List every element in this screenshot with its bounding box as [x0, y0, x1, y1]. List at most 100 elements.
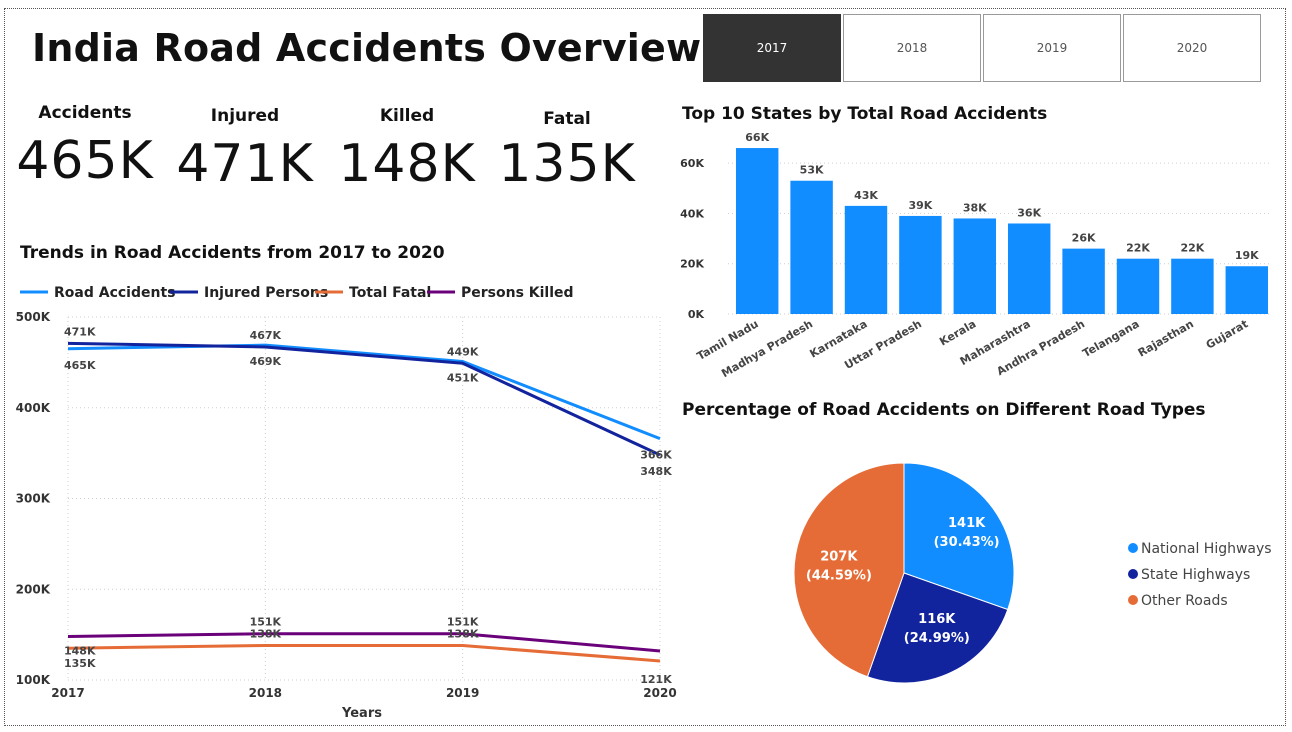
- data-label: 148K: [64, 644, 96, 657]
- line-chart: Road Accidents Injured Persons Total Fatal…: [16, 285, 677, 721]
- pie-percent-label: (30.43%): [934, 535, 1000, 550]
- kpi-injured-value: 471K: [176, 134, 314, 194]
- y-tick-label: 500K: [16, 310, 51, 324]
- bar-y-tick-label: 60K: [680, 157, 704, 170]
- data-label: 469K: [250, 355, 282, 368]
- bar-category-label: Rajasthan: [1136, 317, 1196, 359]
- pie-slice-0: [903, 462, 1015, 611]
- bar-category-label: Kerala: [937, 317, 978, 348]
- pie-chart-title: Percentage of Road Accidents on Differen…: [682, 400, 1206, 420]
- bar-data-label: 36K: [1017, 206, 1041, 219]
- bar-y-tick-label: 0K: [688, 308, 705, 321]
- bar-y-tick-label: 40K: [680, 207, 704, 220]
- kpi-injured-label: Injured: [210, 106, 280, 126]
- pie-value-label: 207K: [820, 550, 858, 565]
- line-chart-title: Trends in Road Accidents from 2017 to 20…: [20, 243, 445, 263]
- bar-category-label: Telangana: [1080, 317, 1141, 360]
- kpi-fatal-label: Fatal: [543, 109, 591, 129]
- data-label: 465K: [64, 359, 96, 372]
- data-label: 151K: [447, 616, 479, 629]
- bar-data-label: 26K: [1072, 232, 1096, 245]
- pie-legend-label-1: State Highways: [1141, 567, 1250, 583]
- kpi-fatal-value: 135K: [498, 134, 636, 194]
- year-option-2020[interactable]: 2020: [1123, 14, 1261, 82]
- bar-data-label: 22K: [1180, 242, 1204, 255]
- pie-legend-label-2: Other Roads: [1141, 593, 1228, 609]
- bar-data-label: 53K: [800, 164, 824, 177]
- bar-data-label: 38K: [963, 201, 987, 214]
- x-tick-label: 2020: [643, 686, 676, 700]
- pie-value-label: 141K: [948, 516, 986, 531]
- x-axis-title: Years: [341, 706, 382, 721]
- bar-4: [953, 218, 997, 314]
- kpi-injured: Injured 471K: [165, 106, 325, 194]
- bar-data-label: 66K: [745, 131, 769, 144]
- year-option-2019[interactable]: 2019: [983, 14, 1121, 82]
- year-option-2018[interactable]: 2018: [843, 14, 981, 82]
- data-label: 138K: [250, 628, 282, 641]
- bar-1: [790, 180, 833, 314]
- bar-0: [735, 148, 779, 314]
- data-label: 467K: [250, 329, 282, 342]
- bar-data-label: 22K: [1126, 242, 1150, 255]
- data-label: 348K: [640, 465, 672, 478]
- dashboard-frame: [4, 8, 1286, 726]
- x-tick-label: 2018: [249, 686, 282, 700]
- data-label: 138K: [447, 628, 479, 641]
- page-title: India Road Accidents Overview: [32, 26, 702, 70]
- bar-6: [1062, 248, 1105, 314]
- data-label: 366K: [640, 449, 672, 462]
- kpi-fatal: Fatal 135K: [487, 109, 647, 194]
- series-line-1: [67, 341, 661, 457]
- data-label: 449K: [447, 345, 479, 358]
- y-tick-label: 400K: [16, 401, 51, 415]
- kpi-accidents-label: Accidents: [38, 103, 132, 123]
- y-tick-label: 300K: [16, 492, 51, 506]
- series-line-2: [67, 644, 661, 663]
- bar-7: [1116, 258, 1160, 314]
- pie-value-label: 116K: [918, 612, 956, 627]
- bar-category-label: Madhya Pradesh: [719, 317, 815, 380]
- y-tick-label: 200K: [16, 582, 51, 596]
- x-tick-label: 2019: [446, 686, 479, 700]
- data-label: 121K: [640, 673, 672, 686]
- pie-legend-marker-1: [1128, 569, 1138, 579]
- bar-9: [1225, 266, 1269, 314]
- bar-2: [844, 205, 888, 314]
- data-label: 451K: [447, 371, 479, 384]
- bar-chart-title: Top 10 States by Total Road Accidents: [682, 104, 1048, 124]
- bar-y-tick-label: 20K: [680, 258, 704, 271]
- legend-label-2: Total Fatal: [349, 285, 431, 301]
- pie-percent-label: (44.59%): [806, 569, 872, 584]
- bar-data-label: 39K: [908, 199, 932, 212]
- series-line-0: [67, 343, 661, 441]
- series-line-3: [67, 632, 661, 653]
- data-label: 135K: [64, 657, 96, 670]
- year-option-2017[interactable]: 2017: [703, 14, 841, 82]
- pie-slice-2: [793, 462, 905, 678]
- bar-category-label: Gujarat: [1204, 317, 1250, 351]
- kpi-killed-value: 148K: [338, 134, 476, 194]
- bar-5: [1007, 223, 1051, 314]
- x-tick-label: 2017: [51, 686, 84, 700]
- data-label: 471K: [64, 325, 96, 338]
- pie-legend-marker-2: [1128, 595, 1138, 605]
- bar-data-label: 19K: [1235, 249, 1259, 262]
- kpi-killed: Killed 148K: [327, 106, 487, 194]
- legend-label-3: Persons Killed: [461, 285, 574, 301]
- pie-chart: 141K (30.43%) 116K (24.99%) 207K (44.59%) Nati…: [793, 462, 1272, 684]
- y-tick-label: 100K: [16, 673, 51, 687]
- bar-8: [1171, 258, 1214, 314]
- bar-data-label: 43K: [854, 189, 878, 202]
- kpi-accidents-value: 465K: [16, 131, 154, 191]
- kpi-accidents: Accidents 465K: [5, 103, 165, 191]
- legend-label-1: Injured Persons: [204, 285, 328, 301]
- legend-label-0: Road Accidents: [54, 285, 175, 301]
- pie-legend-marker-0: [1128, 543, 1138, 553]
- kpi-killed-label: Killed: [379, 106, 435, 126]
- pie-legend-label-0: National Highways: [1141, 541, 1272, 557]
- pie-percent-label: (24.99%): [904, 631, 970, 646]
- pie-slice-1: [866, 572, 1009, 684]
- data-label: 151K: [250, 616, 282, 629]
